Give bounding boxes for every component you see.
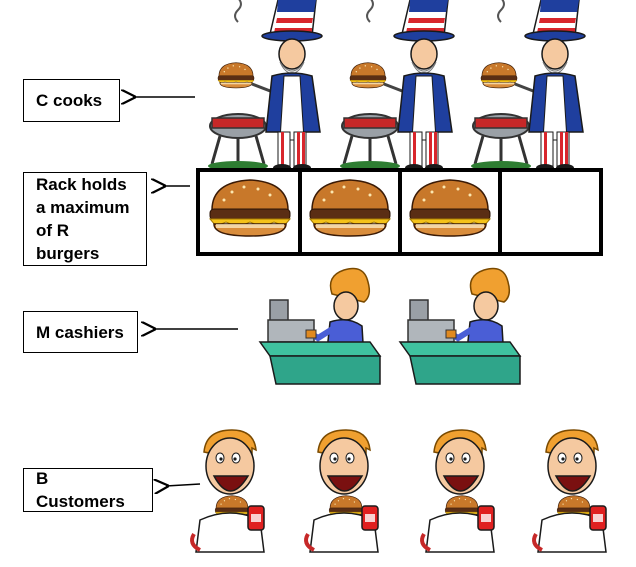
cook-figure-3 xyxy=(471,0,585,172)
rack-label-text: Rack holds a maximum of R burgers xyxy=(36,173,134,265)
cashiers-group xyxy=(260,269,520,385)
cashiers-label-text: M cashiers xyxy=(36,322,124,342)
customer-figure-4 xyxy=(534,430,606,552)
rack-burger-3 xyxy=(409,179,491,237)
customers-label-text: B Customers xyxy=(36,469,125,511)
rack-burger-1 xyxy=(209,179,291,237)
customer-figure-2 xyxy=(306,430,378,552)
customers-label: B Customers xyxy=(23,468,153,512)
rack-label: Rack holds a maximum of R burgers xyxy=(23,172,147,266)
cooks-label-text: C cooks xyxy=(36,91,103,110)
arrows xyxy=(133,97,238,486)
cooks-label: C cooks xyxy=(23,79,120,122)
rack-label-line-3: of R burgers xyxy=(36,221,100,263)
cooks-group xyxy=(208,0,585,172)
cashier-figure-1 xyxy=(260,269,380,385)
cook-figure-2 xyxy=(340,0,454,172)
customer-figure-3 xyxy=(422,430,494,552)
cook-figure-1 xyxy=(208,0,322,172)
burger-rack xyxy=(196,168,603,256)
rack-burger-2 xyxy=(309,179,391,237)
rack-label-line-1: Rack holds xyxy=(36,175,127,194)
cashiers-label: M cashiers xyxy=(23,311,138,353)
rack-label-line-2: a maximum xyxy=(36,198,130,217)
customers-group xyxy=(192,430,606,552)
arrow-icon xyxy=(166,484,201,486)
customer-figure-1 xyxy=(192,430,264,552)
cashier-figure-2 xyxy=(400,269,520,385)
